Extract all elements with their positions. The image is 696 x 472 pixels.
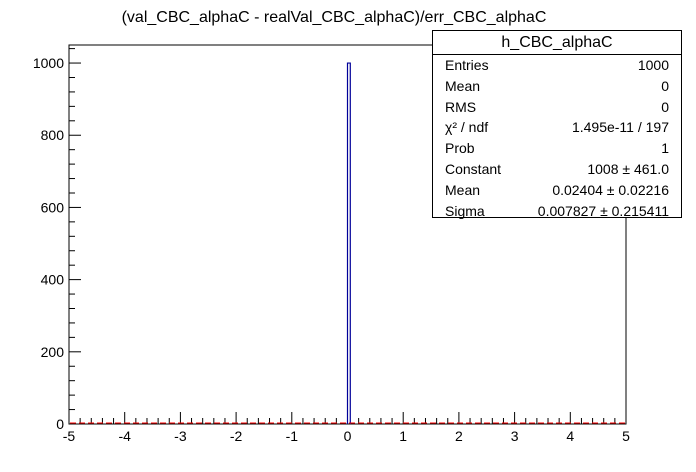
stats-row: Constant 1008 ± 461.0: [433, 159, 681, 180]
stats-title: h_CBC_alphaC: [433, 31, 681, 55]
y-tick-label: 600: [41, 199, 65, 215]
x-tick-label: 1: [399, 428, 407, 444]
y-tick-label: 0: [56, 416, 64, 432]
chart-title: (val_CBC_alphaC - realVal_CBC_alphaC)/er…: [122, 9, 547, 26]
x-tick-label: -2: [230, 428, 243, 444]
stats-row: χ² / ndf 1.495e-11 / 197: [433, 117, 681, 138]
y-tick-label: 400: [41, 272, 65, 288]
stats-label: Sigma: [445, 202, 485, 219]
stats-label: Constant: [445, 160, 502, 177]
x-tick-label: -5: [63, 428, 76, 444]
x-tick-label: 5: [622, 428, 630, 444]
stats-value: 1000: [637, 57, 669, 73]
stats-value: 1.495e-11 / 197: [571, 119, 669, 136]
y-tick-label: 1000: [33, 55, 64, 71]
x-tick-label: -3: [174, 428, 187, 444]
stats-value: 0: [661, 98, 669, 115]
x-tick-label: 3: [511, 428, 519, 444]
stats-row: Mean 0.02404 ± 0.02216: [433, 180, 681, 201]
x-tick-label: 0: [344, 428, 352, 444]
stats-rows: Entries 1000 Mean 0 RMS 0 χ² / ndf 1.495e-11 / …: [433, 55, 681, 221]
x-tick-label: -1: [286, 428, 299, 444]
stats-row: Prob 1: [433, 138, 681, 159]
y-tick-label: 200: [41, 344, 65, 360]
stats-value: 1: [661, 140, 669, 157]
stats-value: 0.007827 ± 0.215411: [537, 202, 669, 219]
y-tick-label: 800: [41, 127, 65, 143]
x-tick-label: 2: [455, 428, 463, 444]
stats-row: Sigma 0.007827 ± 0.215411: [433, 201, 681, 222]
axis-tick-labels: -5 -4 -3 -2 -1 0 1 2 3 4 5 0 200 400 600 800 1000: [33, 55, 630, 444]
stats-label: Prob: [445, 140, 475, 157]
histogram-bar: [346, 62, 351, 424]
stats-label: Entries: [445, 57, 489, 73]
stats-label: Mean: [445, 181, 481, 198]
stats-value: 0.02404 ± 0.02216: [552, 181, 669, 198]
x-tick-label: 4: [566, 428, 574, 444]
stats-box: h_CBC_alphaC Entries 1000 Mean 0 RMS 0 χ² / nd…: [432, 30, 682, 221]
stats-row: Entries 1000: [433, 55, 681, 76]
stats-label: Mean: [445, 77, 481, 94]
stats-label: RMS: [445, 98, 477, 115]
x-tick-label: -4: [118, 428, 131, 444]
stats-row: RMS 0: [433, 97, 681, 118]
stats-value: 1008 ± 461.0: [587, 160, 669, 177]
stats-row: Mean 0: [433, 76, 681, 97]
stats-label: χ² / ndf: [445, 119, 489, 136]
stats-value: 0: [661, 77, 669, 94]
histogram-bars: [346, 62, 351, 424]
